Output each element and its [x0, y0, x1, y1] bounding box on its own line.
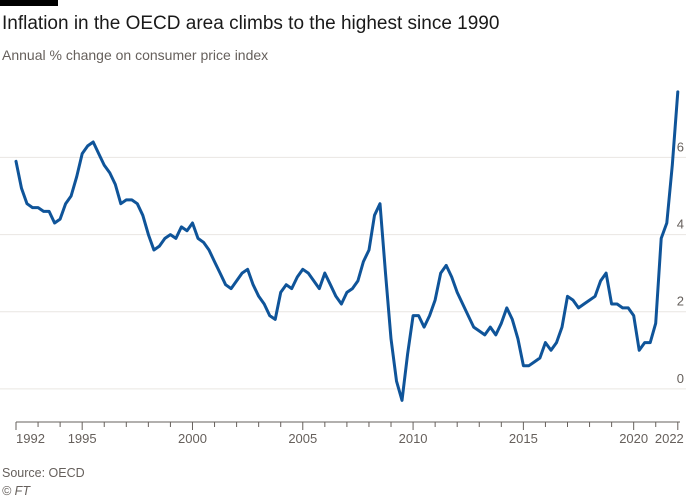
- y-tick-label: 2: [677, 294, 684, 309]
- series-layer: [14, 90, 680, 402]
- source-note: Source: OECD: [2, 466, 85, 480]
- x-axis: 1992 1995 2000 2005 2010 2015 2020 2022: [15, 421, 684, 446]
- y-tick-label: 4: [677, 217, 684, 232]
- x-tick-label: 2020: [619, 431, 648, 446]
- x-tick-label: 1995: [68, 431, 97, 446]
- y-tick-label: 6: [677, 139, 684, 154]
- x-tick-label: 2000: [178, 431, 207, 446]
- credit-note: © FT: [2, 484, 30, 498]
- y-tick-label: 0: [677, 371, 684, 386]
- x-tick-label: 1992: [16, 431, 45, 446]
- brand-bar: [0, 0, 58, 6]
- chart-subtitle: Annual % change on consumer price index: [2, 47, 269, 63]
- x-tick-label: 2010: [399, 431, 428, 446]
- series-line-inflation: [14, 90, 680, 402]
- x-tick-label: 2022: [655, 431, 684, 446]
- y-axis-labels: 0 2 4 6: [677, 139, 684, 385]
- grid-lines: [0, 156, 686, 390]
- chart-title: Inflation in the OECD area climbs to the…: [2, 13, 500, 34]
- x-tick-label: 2005: [288, 431, 317, 446]
- x-tick-label: 2015: [509, 431, 538, 446]
